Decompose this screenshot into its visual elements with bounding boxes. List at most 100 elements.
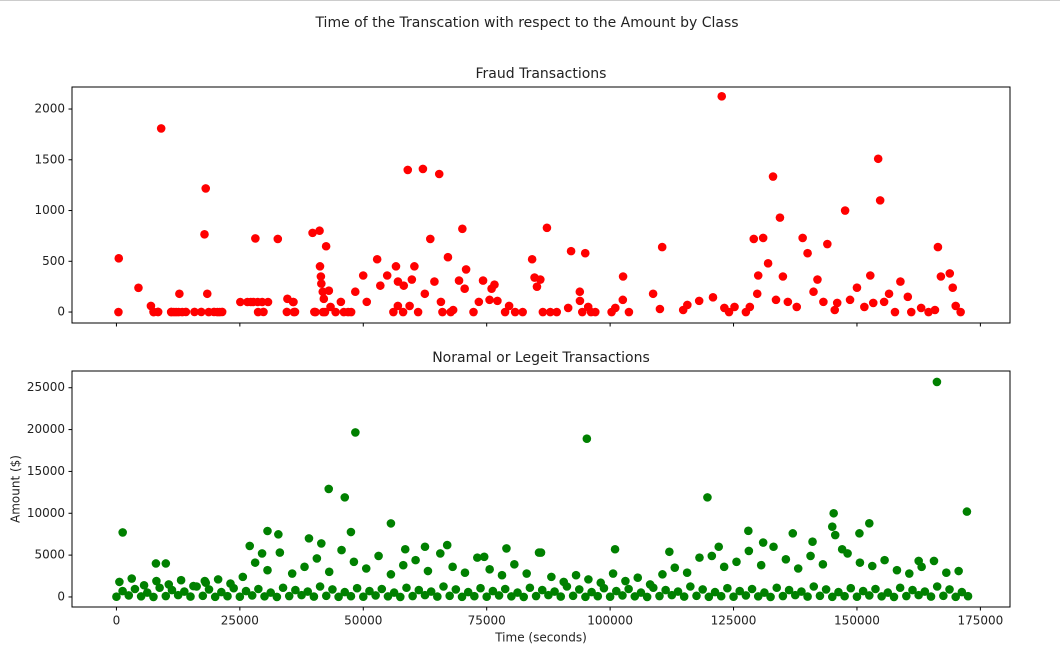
point <box>834 587 843 597</box>
point <box>130 584 140 594</box>
point <box>760 588 769 597</box>
y-tick-label: 20000 <box>27 422 65 436</box>
point <box>758 538 768 547</box>
point <box>153 307 163 317</box>
point <box>346 307 356 317</box>
point <box>180 587 189 596</box>
point <box>118 586 127 596</box>
point <box>235 592 245 602</box>
point <box>377 584 387 594</box>
point <box>719 562 729 572</box>
point <box>730 302 739 312</box>
point <box>867 561 877 571</box>
point <box>213 575 223 584</box>
point <box>852 592 862 602</box>
x-tick-label: 100000 <box>587 614 633 628</box>
point <box>290 307 300 317</box>
point <box>479 552 489 562</box>
point <box>127 574 137 583</box>
x-tick-label: 75000 <box>468 614 506 628</box>
point <box>732 557 741 567</box>
point <box>717 92 727 101</box>
point <box>324 484 334 494</box>
point <box>618 272 628 281</box>
point <box>803 248 812 258</box>
y-tick-label: 10000 <box>27 506 65 520</box>
x-axis-label: Time (seconds) <box>494 631 587 645</box>
y-tick-label: 2000 <box>34 102 65 116</box>
y-tick-label: 5000 <box>34 548 65 562</box>
point <box>942 568 951 577</box>
point <box>686 582 695 591</box>
y-tick-label: 0 <box>57 305 65 319</box>
point <box>714 542 724 552</box>
point <box>766 592 775 602</box>
point <box>423 566 433 576</box>
point <box>892 565 902 575</box>
y-tick-label: 1500 <box>34 152 65 166</box>
point <box>383 592 393 601</box>
point <box>410 262 419 271</box>
point <box>803 592 812 601</box>
point <box>584 575 593 584</box>
point <box>181 307 191 317</box>
point <box>591 307 600 317</box>
point <box>827 522 837 531</box>
point <box>753 592 763 601</box>
point <box>245 541 255 551</box>
point <box>402 583 411 593</box>
point <box>259 307 268 317</box>
point <box>563 303 573 313</box>
point <box>673 587 683 596</box>
point <box>575 296 585 306</box>
point <box>502 544 511 553</box>
point <box>186 592 195 601</box>
point <box>550 587 559 596</box>
point <box>906 307 916 317</box>
point <box>420 289 430 299</box>
point <box>494 591 504 600</box>
point <box>358 271 368 280</box>
point <box>532 282 542 291</box>
point <box>704 592 714 602</box>
point <box>682 568 692 577</box>
point <box>430 277 439 286</box>
point <box>161 591 171 601</box>
point <box>414 585 424 595</box>
point <box>175 289 184 299</box>
axes-title: Noramal or Legeit Transactions <box>432 350 650 366</box>
point <box>418 164 428 174</box>
point <box>577 307 587 317</box>
point <box>768 172 778 181</box>
point <box>821 585 831 594</box>
point <box>896 277 905 286</box>
point <box>522 569 531 578</box>
y-tick-label: 1000 <box>34 203 65 217</box>
point <box>633 573 643 583</box>
point <box>708 293 718 302</box>
point <box>439 582 448 591</box>
point <box>596 578 606 588</box>
point <box>460 568 470 577</box>
point <box>855 558 865 567</box>
point <box>320 307 330 317</box>
point <box>832 298 842 308</box>
point <box>478 276 488 285</box>
point <box>319 294 329 304</box>
point <box>778 272 788 281</box>
point <box>566 246 576 256</box>
point <box>263 526 272 536</box>
point <box>303 587 313 596</box>
point <box>818 560 828 569</box>
x-tick-label: 25000 <box>221 614 259 628</box>
point <box>741 591 751 600</box>
point <box>772 583 782 593</box>
point <box>829 508 838 518</box>
point <box>775 213 785 222</box>
point <box>545 307 555 317</box>
point <box>315 226 324 236</box>
point <box>389 307 398 317</box>
point <box>201 184 211 193</box>
point <box>723 583 732 593</box>
point <box>932 377 942 387</box>
